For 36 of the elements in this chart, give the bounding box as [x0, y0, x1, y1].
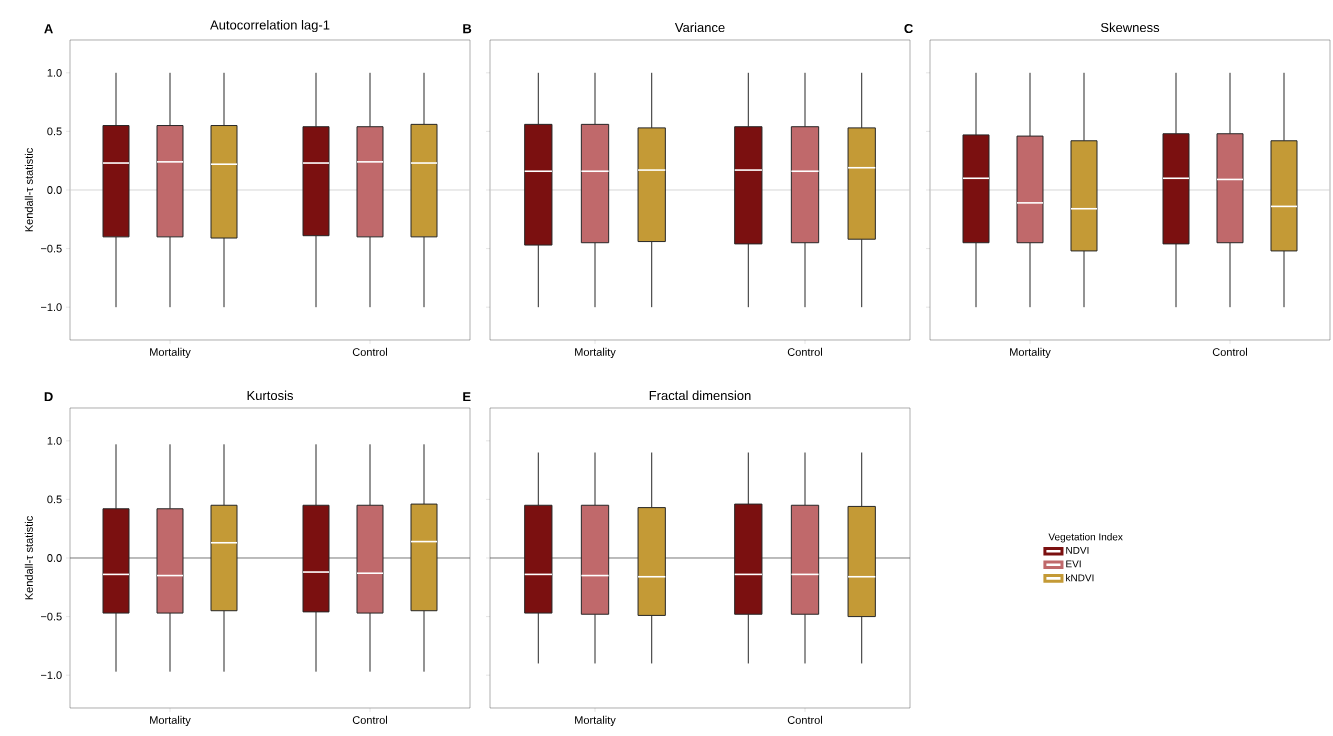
- y-axis-title: Kendall-τ statistic: [24, 516, 33, 600]
- x-tick-label: Control: [787, 347, 822, 356]
- y-tick-label: −1.0: [40, 671, 62, 680]
- y-tick-label: 1.0: [47, 436, 62, 445]
- x-tick-label: Control: [352, 347, 387, 356]
- x-tick-label: Control: [1212, 347, 1247, 356]
- y-tick-label: 0.5: [47, 495, 62, 504]
- text: E: [463, 392, 471, 402]
- x-tick-label: Mortality: [150, 347, 191, 359]
- chart-title: Autocorrelation lag-1: [210, 20, 330, 33]
- legend-label: NDVI: [1066, 546, 1089, 554]
- x-tick-label: Control: [352, 715, 387, 724]
- x-tick-label: Mortality: [575, 347, 616, 359]
- text: D: [44, 392, 53, 402]
- y-tick-label: 0.0: [47, 186, 62, 194]
- x-tick-label: Control: [787, 715, 822, 724]
- legend-label: kNDVI: [1066, 574, 1094, 582]
- chart-title: Kurtosis: [247, 390, 294, 401]
- y-tick-label: −0.5: [40, 612, 62, 621]
- y-tick-label: −1.0: [40, 303, 62, 312]
- text: C: [904, 23, 913, 34]
- y-axis-title: Kendall-τ statistic: [24, 148, 33, 232]
- chart-title: Skewness: [1100, 22, 1160, 33]
- legend-label: EVI: [1066, 560, 1081, 568]
- chart-title: Fractal dimension: [649, 390, 751, 401]
- x-tick-label: Mortality: [150, 715, 191, 727]
- y-tick-label: 1.0: [47, 68, 62, 77]
- y-tick-label: 0.5: [47, 127, 62, 136]
- text: B: [463, 24, 472, 34]
- x-tick-label: Mortality: [575, 715, 616, 727]
- x-tick-label: Mortality: [1010, 347, 1051, 359]
- chart-title: Variance: [674, 22, 725, 33]
- y-tick-label: −0.5: [40, 244, 62, 253]
- text: A: [44, 24, 53, 34]
- legend-title: Vegetation Index: [1048, 533, 1123, 543]
- y-tick-label: 0.0: [47, 554, 62, 562]
